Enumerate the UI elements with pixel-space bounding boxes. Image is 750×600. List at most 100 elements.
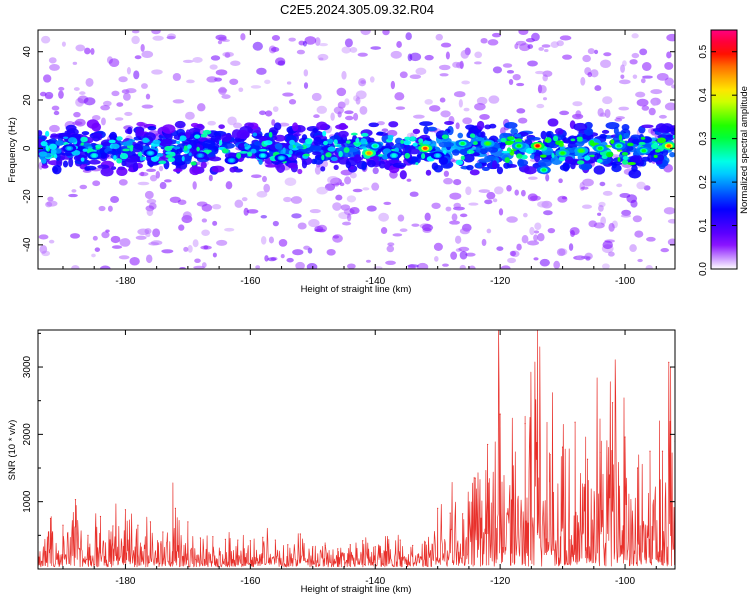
spectrogram-blob (355, 90, 367, 100)
spectrogram-blob (39, 245, 48, 254)
spectrogram-blob (61, 152, 74, 156)
spectrogram-blob (138, 172, 149, 177)
spectrogram-blob (312, 151, 322, 156)
spectrogram-blob (264, 79, 271, 85)
colorbar-label: Normalized spectral amplitude (739, 86, 750, 214)
spectrogram-blob (426, 126, 437, 132)
spectrogram-blob (50, 149, 57, 154)
spectrogram-blob (58, 90, 64, 99)
spectrogram-blob (651, 143, 659, 150)
spectrogram-blob (429, 105, 441, 112)
spectrogram-blob (476, 96, 488, 105)
spectrogram-blob (68, 157, 74, 168)
spectrogram-blob (44, 94, 53, 100)
spectrogram-blob (118, 255, 130, 260)
spectrogram-blob (403, 139, 412, 146)
spectrogram-blob (527, 240, 539, 246)
spectrogram-blob (79, 184, 88, 190)
spectrogram-blob (288, 99, 297, 105)
spectrogram-blob (616, 183, 623, 188)
spectrogram-blob (596, 158, 603, 164)
spectrogram-blob (183, 246, 189, 252)
spectrogram-blob (409, 136, 416, 142)
spectrogram-blob (664, 102, 675, 111)
spectrogram-blob (506, 185, 512, 192)
spectrogram-blob (192, 181, 197, 190)
spectrogram-blob (412, 142, 418, 147)
snr-x-tick-label: -100 (615, 576, 635, 587)
spectrogram-blob (598, 204, 604, 212)
spectrogram-blob (418, 138, 424, 144)
spectrogram-blob (404, 136, 411, 141)
spectrogram-blob (252, 132, 258, 137)
colorbar-tick-label: 0.0 (698, 262, 709, 276)
spectrogram-blob (288, 149, 293, 155)
spectrogram-blob (142, 137, 150, 144)
spectrogram-blob (40, 141, 48, 147)
spectrogram-blob (284, 177, 297, 186)
spectrogram-blob (122, 92, 131, 101)
spectrogram-blob (107, 205, 113, 212)
spectrogram-blob (116, 136, 123, 141)
spectrogram-blob (99, 265, 111, 269)
spectrogram-blob (343, 147, 350, 153)
spectrogram-blob (179, 266, 186, 269)
spectrogram-blob (630, 199, 638, 208)
spectrogram-panel: -180 -160 -140 -120 -100 -40 -20 0 20 40 Height … (7, 29, 676, 295)
snr-envelope-point (524, 422, 526, 425)
spectrogram-blob (453, 202, 461, 209)
spectrogram-blob (443, 170, 450, 177)
spectrogram-blob (221, 148, 229, 154)
spectrogram-blob (542, 97, 548, 101)
spectrogram-blob (597, 212, 602, 216)
spectrogram-blob (291, 122, 299, 132)
spectrogram-blob (87, 146, 93, 149)
snr-y-tick-label: 2000 (22, 423, 33, 446)
spectrogram-blob (587, 48, 595, 55)
spectrogram-blob (48, 138, 58, 145)
spectrogram-blob (484, 155, 496, 161)
snr-envelope-point (249, 540, 251, 542)
spectrogram-blob (141, 104, 154, 109)
spectrogram-blob (553, 260, 561, 269)
spectrogram-blob (173, 168, 183, 173)
spectrogram-blob (663, 207, 675, 215)
snr-envelope-point (199, 537, 201, 539)
spectrogram-blob (184, 154, 192, 165)
spectrogram-blob (634, 230, 644, 238)
spectrogram-blob (387, 135, 394, 142)
spectrogram-blob (267, 257, 277, 262)
spectrogram-blob (108, 139, 116, 144)
spectrogram-blob (129, 145, 134, 152)
spectrogram-peak (260, 153, 266, 158)
spectrogram-blob (124, 111, 133, 116)
spectrogram-blob (127, 126, 133, 135)
spectrogram-blob (46, 200, 58, 207)
spectrogram-blob (70, 233, 81, 239)
spectrogram-blob (642, 75, 653, 79)
spectrogram-blob (491, 160, 498, 170)
spectrogram-blob (72, 61, 78, 65)
spectrogram-blob (38, 234, 49, 240)
spectrogram-blob (217, 88, 228, 93)
spectrogram-blob (346, 195, 357, 203)
spectrogram-blob (146, 168, 156, 172)
spectrogram-blob (218, 124, 225, 129)
spectrogram-blob (564, 156, 574, 164)
spectrogram-blob (488, 95, 500, 104)
spectrogram-blob (487, 39, 499, 46)
spectrogram-blob (534, 222, 542, 231)
snr-envelope-point (349, 544, 351, 546)
spectrogram-blob (134, 55, 142, 60)
spectrogram-blob (308, 219, 320, 228)
spectrogram-blob (357, 52, 368, 57)
snr-x-tick-label: -160 (240, 576, 260, 587)
spectrogram-blob (608, 222, 615, 232)
spectrogram-blob (504, 157, 510, 164)
spectrogram-blob (301, 134, 308, 141)
spectrogram-peak (148, 151, 153, 155)
spectrogram-blob (118, 179, 128, 186)
spectrogram-blob (193, 265, 206, 269)
spectrogram-blob (181, 155, 185, 162)
